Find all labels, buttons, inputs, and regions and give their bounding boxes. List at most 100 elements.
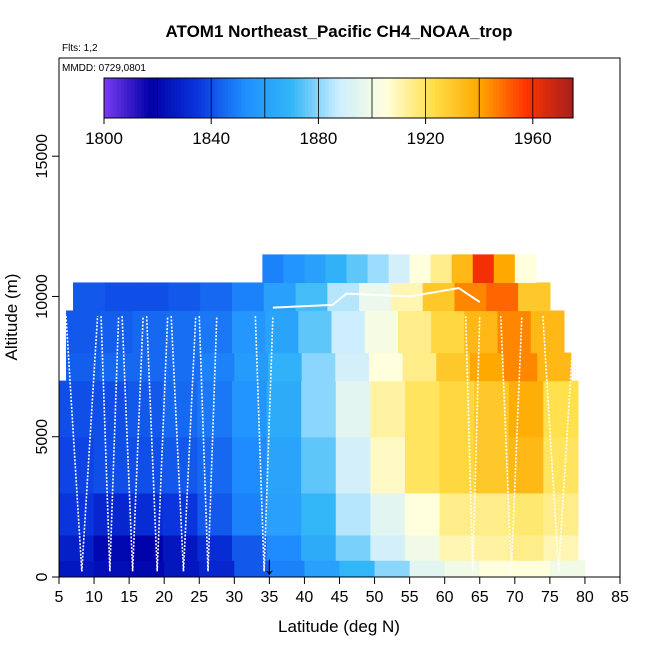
colorbar-segment — [154, 78, 159, 118]
colorbar-segment — [405, 78, 410, 118]
heatmap-cell — [94, 560, 130, 577]
colorbar-segment — [355, 78, 360, 118]
heatmap-cell — [439, 436, 475, 494]
colorbar-segment — [459, 78, 464, 118]
heatmap-cell — [409, 560, 446, 577]
heatmap-cell — [514, 254, 537, 284]
heatmap-cell — [200, 352, 235, 382]
heatmap-cell — [430, 254, 453, 284]
heatmap-cell — [508, 380, 544, 438]
heatmap-cell — [298, 310, 333, 354]
colorbar-tick-label: 1880 — [299, 129, 337, 148]
x-tick-label: 65 — [471, 589, 489, 606]
colorbar-segment — [559, 78, 564, 118]
heatmap-cell — [364, 310, 399, 354]
colorbar-segment — [207, 78, 212, 118]
colorbar-segment — [184, 78, 189, 118]
heatmap — [59, 254, 586, 577]
colorbar-segment — [301, 78, 306, 118]
heatmap-cell — [162, 380, 198, 438]
colorbar-tick-label: 1800 — [85, 129, 123, 148]
heatmap-cell — [497, 310, 532, 354]
heatmap-cell — [474, 436, 510, 494]
colorbar-segment — [499, 78, 504, 118]
heatmap-cell — [197, 492, 233, 536]
heatmap-cell — [543, 380, 579, 438]
colorbar-segment — [539, 78, 544, 118]
flight-tracks — [65, 286, 576, 572]
heatmap-cell — [266, 380, 302, 438]
colorbar-segment — [244, 78, 249, 118]
colorbar-segment — [372, 78, 376, 118]
colorbar-segment — [361, 78, 366, 118]
heatmap-cell — [549, 560, 586, 577]
colorbar-segment — [251, 78, 256, 118]
chart-title: ATOM1 Northeast_Pacific CH4_NOAA_trop — [165, 22, 512, 41]
heatmap-cell — [346, 254, 369, 284]
colorbar-segment — [475, 78, 480, 118]
colorbar-segment — [331, 78, 336, 118]
flights-label: Flts: 1,2 — [62, 43, 98, 54]
heatmap-cell — [367, 254, 390, 284]
colorbar-segment — [201, 78, 206, 118]
x-tick-label: 40 — [296, 589, 314, 606]
x-tick-label: 55 — [401, 589, 419, 606]
colorbar-segment — [388, 78, 393, 118]
heatmap-cell — [370, 380, 406, 438]
colorbar-segment — [358, 78, 363, 118]
colorbar-segment — [174, 78, 179, 118]
heatmap-cell — [266, 534, 302, 561]
heatmap-cell — [266, 492, 302, 536]
colorbar-segment — [412, 78, 417, 118]
colorbar-segment — [439, 78, 443, 118]
colorbar-segment — [164, 78, 169, 118]
heatmap-cell — [543, 436, 579, 494]
colorbar-segment — [522, 78, 527, 118]
colorbar-segment — [455, 78, 460, 118]
heatmap-cell — [404, 380, 441, 438]
heatmap-cell — [301, 492, 337, 536]
heatmap-cell — [335, 436, 371, 494]
heatmap-cell — [530, 310, 565, 354]
colorbar-segment — [305, 78, 309, 118]
heatmap-cell — [66, 310, 100, 354]
x-tick-label: 60 — [436, 589, 454, 606]
heatmap-cell — [370, 534, 406, 561]
x-tick-label: 25 — [190, 589, 208, 606]
colorbar-segment — [160, 78, 165, 118]
colorbar-segment — [234, 78, 239, 118]
colorbar-segment — [415, 78, 420, 118]
heatmap-cell — [234, 560, 270, 577]
colorbar-segment — [512, 78, 517, 118]
heatmap-cell — [335, 380, 371, 438]
colorbar-segment — [345, 78, 350, 118]
colorbar-segment — [117, 78, 122, 118]
colorbar-segment — [532, 78, 537, 118]
heatmap-cell — [132, 310, 167, 354]
heatmap-cell — [508, 534, 544, 561]
heatmap-cell — [168, 282, 201, 312]
colorbar-segment — [375, 78, 380, 118]
colorbar-segment — [566, 78, 571, 118]
heatmap-cell — [397, 310, 432, 354]
heatmap-cell — [197, 380, 233, 438]
heatmap-cell — [301, 436, 337, 494]
heatmap-cell — [93, 436, 129, 494]
colorbar-segment — [428, 78, 433, 118]
colorbar-tick-label: 1960 — [514, 129, 552, 148]
colorbar-segment — [469, 78, 474, 118]
heatmap-cell — [104, 282, 138, 312]
flight-track — [542, 316, 576, 572]
colorbar-segment — [177, 78, 182, 118]
heatmap-cell — [301, 380, 337, 438]
colorbar-segment — [144, 78, 149, 118]
x-tick-label: 10 — [85, 589, 103, 606]
x-tick-label: 70 — [506, 589, 524, 606]
colorbar-segment — [110, 78, 115, 118]
y-axis-label: Altitude (m) — [2, 274, 21, 361]
colorbar-tick-label: 1840 — [192, 129, 230, 148]
colorbar-segment — [194, 78, 199, 118]
heatmap-cell — [431, 310, 465, 354]
heatmap-cell — [359, 282, 392, 312]
colorbar-segment — [526, 78, 531, 118]
